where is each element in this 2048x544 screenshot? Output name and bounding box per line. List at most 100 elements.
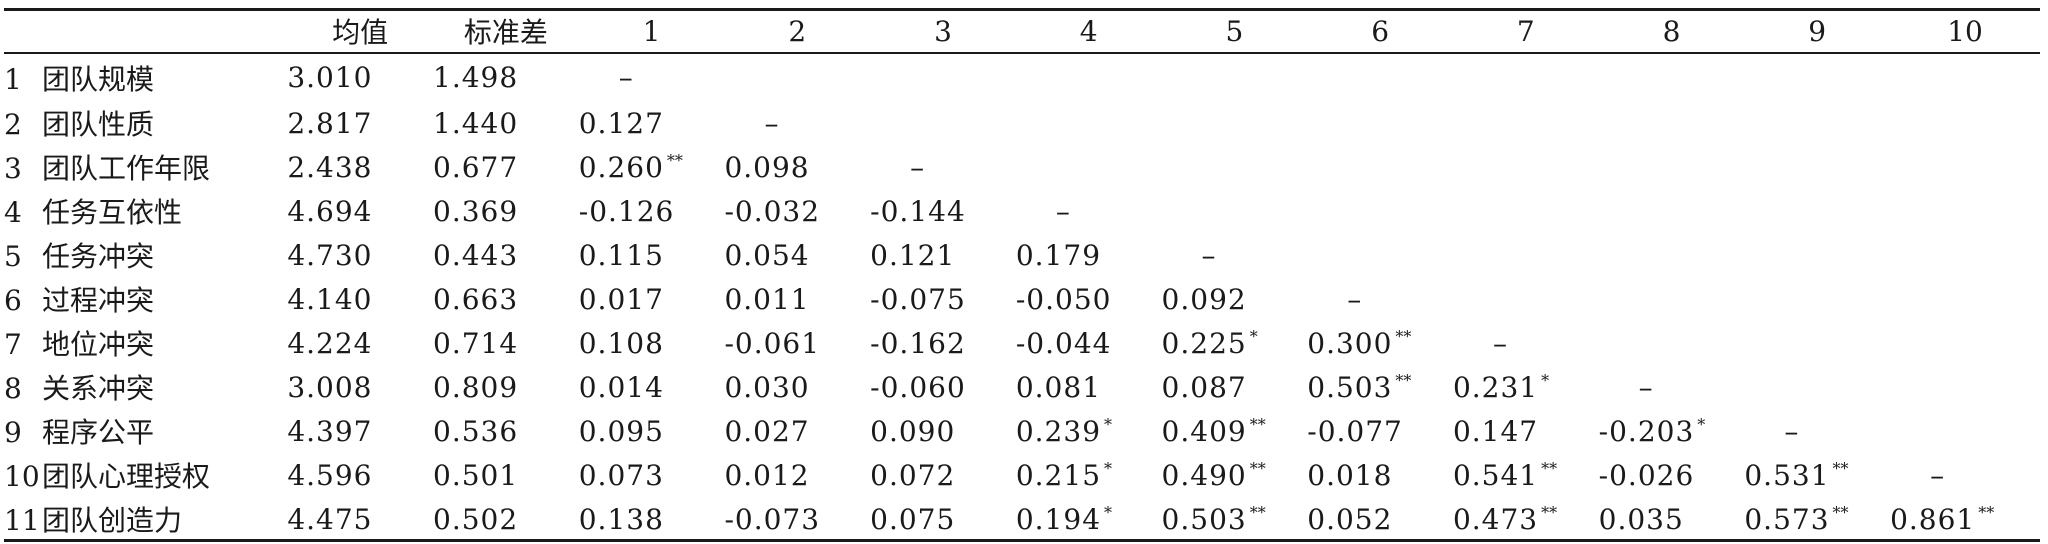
variable-name: 地位冲突 [42,328,155,361]
correlation-value: -0.044 [1015,326,1112,360]
correlation-cell: 0.035 [1599,497,1745,541]
sd-cell: 0.502 [433,502,519,536]
mean-cell: 4.475 [287,502,373,536]
correlation-cell: 0.473 ** [1453,497,1599,541]
correlation-value: -0.050 [1015,282,1112,316]
mean-cell: 3.010 [287,61,373,94]
correlation-cell: 0.179 [1016,233,1162,277]
empty-cell [1599,101,1745,145]
empty-cell [1162,54,1308,101]
header-cell: 4 [1079,14,1098,48]
correlation-cell: 0.115 [579,233,725,277]
mean-cell: 2.438 [287,150,373,184]
significance-marker: ** [1832,459,1849,479]
empty-cell [1744,321,1890,365]
correlation-value: – [1638,370,1654,404]
correlation-cell: 0.503 ** [1307,365,1453,409]
empty-cell [1599,277,1745,321]
correlation-cell: 0.147 [1453,409,1599,453]
correlation-cell: 0.239 * [1016,409,1162,453]
correlation-cell: 0.541 ** [1453,453,1599,497]
empty-cell [1162,145,1308,189]
empty-cell [1453,189,1599,233]
correlation-value: 0.541 [1452,458,1539,492]
empty-cell [1453,233,1599,277]
correlation-value: 0.090 [870,414,956,448]
variable-cell: 10团队心理授权 [4,453,287,497]
significance-marker: * [1541,371,1550,391]
significance-marker: ** [1249,503,1266,523]
mean-cell: 4.140 [287,282,373,316]
empty-cell [1453,277,1599,321]
variable-name: 任务冲突 [42,240,155,273]
correlation-value: 0.098 [724,150,810,184]
correlation-value: -0.144 [870,194,966,228]
table-row: 11团队创造力 4.475 0.502 0.138 -0.073 0.075 0.194 * 0… [4,497,2040,541]
mean-cell: 4.224 [287,326,373,360]
correlation-value: -0.162 [870,326,966,360]
significance-marker: ** [1395,327,1412,347]
correlation-cell: 0.573 ** [1744,497,1890,541]
empty-cell [1744,54,1890,101]
correlation-cell: 0.081 [1016,365,1162,409]
correlation-cell: -0.061 [724,321,870,365]
correlation-cell: 0.503 ** [1162,497,1308,541]
empty-cell [1307,54,1453,101]
correlation-cell: 0.075 [870,497,1016,541]
correlation-value: 0.115 [578,238,664,272]
sd-cell: 0.501 [433,458,519,492]
significance-marker: * [1104,415,1113,435]
correlation-value: -0.077 [1307,414,1403,448]
variable-name: 团队创造力 [42,504,183,537]
correlation-value: 0.030 [724,370,810,404]
correlation-cell: 0.012 [724,453,870,497]
header-cell: 3 [934,14,952,48]
significance-marker: ** [1832,503,1849,523]
empty-cell [1890,145,2040,189]
correlation-cell: 0.194 * [1016,497,1162,541]
empty-cell [1307,189,1453,233]
correlation-cell: 0.030 [724,365,870,409]
empty-cell [1744,233,1890,277]
empty-cell [870,54,1016,101]
empty-cell [1744,189,1890,233]
diagonal-cell: – [1599,365,1745,409]
mean-cell: 3.008 [287,370,373,404]
diagonal-cell: – [870,145,1016,189]
variable-index: 2 [4,108,22,141]
empty-cell [1599,145,1745,189]
correlation-value: 0.147 [1452,414,1539,448]
correlation-cell: 0.011 [724,277,870,321]
variable-name: 团队规模 [42,62,155,96]
empty-cell [870,101,1016,145]
diagonal-cell: – [1016,189,1162,233]
header-cell: 8 [1662,14,1681,48]
correlation-value: -0.126 [578,194,675,228]
correlation-cell: 0.073 [579,453,725,497]
correlation-cell: -0.026 [1599,453,1745,497]
sd-cell: 0.369 [433,194,519,228]
correlation-cell: 0.215 * [1016,453,1162,497]
variable-cell: 6 过程冲突 [4,277,287,321]
diagonal-cell: – [579,54,725,101]
table-row: 1 团队规模 3.010 1.498 – [4,54,2040,101]
sd-cell: 1.440 [433,106,519,140]
variable-index: 7 [4,328,22,361]
top-rule [4,8,2040,11]
variable-index: 5 [4,240,22,273]
bottom-rule [4,539,2040,542]
significance-marker: ** [1249,415,1266,435]
variable-cell: 3 团队工作年限 [4,145,287,189]
diagonal-cell: – [1162,233,1308,277]
correlation-cell: 0.225 * [1162,321,1308,365]
empty-cell [1453,101,1599,145]
correlation-value: – [618,61,634,94]
empty-cell [1599,233,1745,277]
empty-cell [1890,277,2040,321]
mean-cell: 2.817 [287,106,373,140]
correlation-cell: 0.098 [724,145,870,189]
correlation-cell: 0.072 [870,453,1016,497]
correlation-cell: 0.095 [579,409,725,453]
sd-cell: 0.677 [433,150,519,184]
